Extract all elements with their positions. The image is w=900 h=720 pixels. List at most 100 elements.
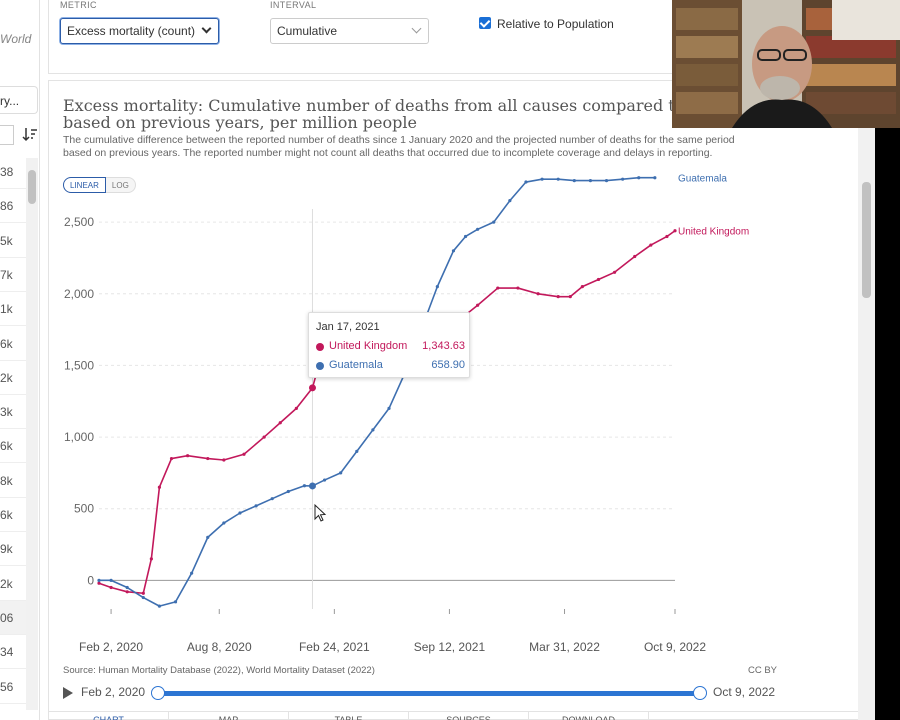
data-point <box>222 458 226 462</box>
data-point <box>371 428 375 432</box>
data-point <box>556 295 560 299</box>
timeline-start-handle[interactable] <box>151 686 165 700</box>
country-list-value[interactable]: 6k <box>0 429 26 464</box>
data-point <box>206 456 210 461</box>
chart-license[interactable]: CC BY <box>747 665 777 676</box>
data-point <box>97 581 101 585</box>
timeline-slider[interactable]: Feb 2, 2020 Oct 9, 2022 <box>63 683 783 703</box>
page-scrollbar[interactable] <box>858 128 875 720</box>
data-point <box>242 452 246 456</box>
country-list-scrollbar[interactable] <box>26 158 38 710</box>
data-point <box>596 277 601 282</box>
country-list-value[interactable]: 2k <box>0 361 26 395</box>
timeline-end-handle[interactable] <box>693 686 707 700</box>
country-list-scroll-thumb[interactable] <box>28 170 36 204</box>
data-point <box>286 489 290 494</box>
relative-to-population-label[interactable]: Relative to Population <box>497 17 614 31</box>
tooltip-row-uk: United Kingdom 1,343.63 <box>315 340 465 354</box>
data-point <box>302 484 307 488</box>
tooltip-row-guatemala: Guatemala 658.90 <box>315 359 465 373</box>
country-list-value[interactable]: 6k <box>0 327 26 361</box>
tab-map[interactable]: MAP <box>169 712 289 720</box>
data-point <box>355 449 359 453</box>
tab-sources[interactable]: SOURCES <box>409 712 529 720</box>
data-point <box>588 178 593 183</box>
page-scroll-thumb[interactable] <box>862 182 871 298</box>
timeline-start-label: Feb 2, 2020 <box>81 685 146 699</box>
data-point <box>294 406 298 411</box>
country-list-value[interactable]: 3k <box>0 395 26 430</box>
mouse-cursor-icon <box>314 503 327 522</box>
data-point <box>516 286 520 290</box>
sort-descending-icon[interactable] <box>22 126 38 144</box>
country-list-value[interactable]: 8k <box>0 464 26 498</box>
data-point <box>673 229 677 233</box>
interval-dropdown[interactable]: Cumulative <box>270 18 429 44</box>
tooltip-name: Guatemala <box>329 359 383 371</box>
data-point <box>540 177 544 181</box>
scale-toggle: LINEAR LOG <box>63 177 136 193</box>
log-scale-button[interactable]: LOG <box>105 177 136 193</box>
country-list-value[interactable]: 7k <box>0 258 26 292</box>
data-point <box>339 471 343 475</box>
series-label: Guatemala <box>678 174 727 185</box>
data-point <box>387 406 391 411</box>
x-tick-label: Feb 24, 2021 <box>299 640 370 654</box>
y-tick-label: 1,500 <box>64 358 94 372</box>
data-point <box>270 497 274 501</box>
data-point <box>190 571 194 575</box>
data-point <box>157 485 162 489</box>
data-point <box>604 178 609 183</box>
tooltip-date: Jan 17, 2021 <box>316 321 380 333</box>
data-point <box>451 249 456 253</box>
data-point <box>463 234 468 239</box>
y-tick-label: 0 <box>87 573 94 587</box>
metric-label: METRIC <box>60 0 97 10</box>
country-sort-select[interactable] <box>0 125 14 145</box>
country-list-value[interactable]: 6k <box>0 498 26 532</box>
data-point <box>621 177 625 181</box>
chevron-down-icon <box>201 23 212 34</box>
x-tick-label: Mar 31, 2022 <box>529 640 600 654</box>
data-point <box>173 600 178 604</box>
metric-value: Excess mortality (count) <box>67 24 196 38</box>
tooltip-name: United Kingdom <box>329 340 408 352</box>
data-point <box>141 595 145 600</box>
tab-download[interactable]: DOWNLOAD <box>529 712 649 720</box>
country-list-value[interactable]: 2k <box>0 567 26 601</box>
country-list-value[interactable]: 5k <box>0 224 26 258</box>
data-point <box>435 285 439 289</box>
country-list-value[interactable]: 38 <box>0 155 26 189</box>
data-point <box>254 504 258 508</box>
chart-tooltip: Jan 17, 2021 United Kingdom 1,343.63 Gua… <box>308 312 470 378</box>
data-point <box>262 435 266 439</box>
chart-tabs: CHART MAP TABLE SOURCES DOWNLOAD <box>49 711 869 720</box>
country-list-value[interactable]: 34 <box>0 635 26 670</box>
tooltip-value: 658.90 <box>431 359 465 371</box>
linear-scale-button[interactable]: LINEAR <box>63 177 106 193</box>
country-list-value[interactable]: 9k <box>0 532 26 567</box>
relative-to-population-checkbox[interactable] <box>479 17 491 29</box>
data-point <box>612 270 617 274</box>
data-point <box>322 478 327 482</box>
timeline-end-label: Oct 9, 2022 <box>713 685 776 699</box>
play-icon[interactable] <box>63 687 73 699</box>
country-list-value[interactable]: 56 <box>0 670 26 704</box>
timeline-track[interactable] <box>157 691 699 696</box>
chevron-down-icon <box>411 23 422 34</box>
data-point <box>476 227 480 231</box>
data-point <box>524 180 528 184</box>
country-list-value[interactable]: 86 <box>0 189 26 224</box>
country-search-box[interactable]: ry... <box>0 86 38 114</box>
country-list-value[interactable]: 1k <box>0 292 26 327</box>
x-tick-label: Oct 9, 2022 <box>644 640 706 654</box>
metric-dropdown[interactable]: Excess mortality (count) <box>60 18 219 44</box>
tab-chart[interactable]: CHART <box>49 712 169 720</box>
data-point <box>580 285 584 289</box>
interval-value: Cumulative <box>277 24 338 38</box>
data-point <box>556 177 560 181</box>
data-point <box>186 454 190 458</box>
country-list-value[interactable]: 06 <box>0 600 26 635</box>
left-world-label: World <box>0 32 32 46</box>
tab-table[interactable]: TABLE <box>289 712 409 720</box>
